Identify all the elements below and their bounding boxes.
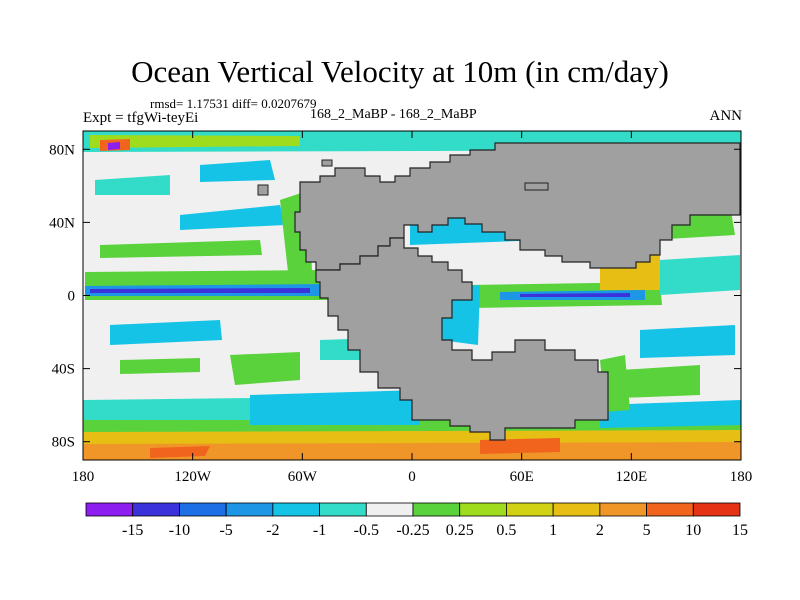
field-patch [95,175,170,195]
land-south [315,237,609,441]
field-patch [90,135,300,148]
x-tick-label: 60E [510,469,534,485]
land-island [321,159,333,167]
colorbar: -15 -10 -5 -2 -1 -0.5 -0.25 0.25 0.5 1 2 5 10 15 [85,502,748,539]
land-mask [257,142,741,441]
land-island [257,184,269,196]
field-patch [83,398,250,420]
experiment-label: Expt = tfgWi-teyEi [83,110,199,126]
y-tick-label: 40S [52,362,75,378]
x-tick-label: 0 [408,469,416,485]
colorbar-swatch [179,502,227,517]
x-axis: 180 120W 60W 0 60E 120E 180 [72,131,753,485]
colorbar-label: 0.5 [496,522,516,539]
colorbar-swatch [506,502,554,517]
colorbar-label: 1 [549,522,557,539]
colorbar-swatch [225,502,274,517]
colorbar-label: -10 [169,522,190,539]
land-island [524,182,549,191]
field-patch [108,142,120,150]
colorbar-label: -5 [219,522,232,539]
field-patch [640,325,735,358]
colorbar-swatch [272,502,320,517]
field-patch [150,446,210,458]
colorbar-label: 0.25 [446,522,474,539]
center-label: 168_2_MaBP - 168_2_MaBP [310,107,477,122]
field-patch [83,442,741,460]
field-patch [120,358,200,374]
colorbar-swatch [552,502,601,517]
colorbar-swatch [412,502,461,517]
y-tick-label: 80S [52,435,75,451]
map-area: 180 120W 60W 0 60E 120E 180 80N 40N 0 40S 80S [49,130,753,485]
y-tick-label: 40N [49,215,75,231]
colorbar-swatch [599,502,647,517]
field-patch [200,160,275,182]
colorbar-swatch [365,502,414,517]
y-tick-label: 0 [68,289,76,305]
stats-line: rmsd= 1.17531 diff= 0.0207679 [150,96,317,111]
colorbar-swatch [692,502,741,517]
colorbar-swatch [132,502,180,517]
colorbar-label: 10 [685,522,701,539]
season-label: ANN [709,108,743,124]
colorbar-swatch [319,502,367,517]
colorbar-swatch [646,502,694,517]
field-patch [600,400,741,428]
field-patch [90,288,310,293]
colorbar-label: -0.5 [354,522,379,539]
colorbar-label: -2 [266,522,279,539]
field-patch [100,240,262,258]
field-patch [250,390,420,425]
colorbar-swatch [85,502,134,517]
colorbar-label: -15 [122,522,143,539]
colorbar-label: 15 [732,522,748,539]
colorbar-label: 2 [596,522,604,539]
colorbar-label: 5 [643,522,651,539]
velocity-field [83,131,741,460]
field-patch [180,205,285,230]
y-tick-label: 80N [49,142,75,158]
field-patch [110,320,222,345]
field-patch [480,438,560,454]
field-patch [660,255,740,295]
colorbar-label: -1 [313,522,326,539]
colorbar-swatch [459,502,507,517]
x-tick-label: 120E [615,469,647,485]
field-patch [520,293,630,297]
field-patch [620,365,700,398]
y-axis: 80N 40N 0 40S 80S [49,142,741,451]
colorbar-label: -0.25 [396,522,429,539]
x-tick-label: 60W [288,469,318,485]
x-tick-label: 180 [730,469,753,485]
x-tick-label: 120W [174,469,212,485]
chart-title: Ocean Vertical Velocity at 10m (in cm/da… [131,54,669,89]
field-patch [230,352,300,385]
x-tick-label: 180 [72,469,95,485]
